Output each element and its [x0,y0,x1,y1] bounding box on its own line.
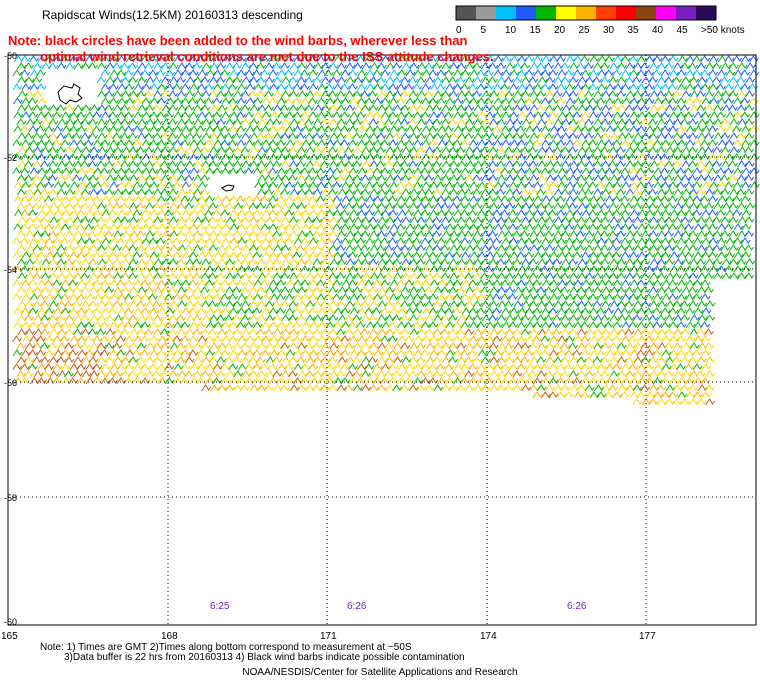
footer-note-line1: Note: 1) Times are GMT 2)Times along bot… [40,642,412,653]
legend-swatch [516,6,536,20]
legend-label: 40 [652,25,664,36]
footer-note-line2: 3)Data buffer is 22 hrs from 20160313 4)… [64,652,465,663]
longitude-label: 171 [320,631,337,642]
legend-swatch [556,6,576,20]
longitude-label: 174 [480,631,497,642]
latitude-label: -52 [4,153,17,163]
legend-swatch [656,6,676,20]
latitude-label: -50 [4,51,17,61]
credit-line: NOAA/NESDIS/Center for Satellite Applica… [242,667,518,678]
legend-swatch [456,6,476,20]
legend-label: 15 [530,25,542,36]
legend-swatch [616,6,636,20]
wind-speed-legend: 0 5 10 15 20 25 30 35 40 45 >50 knots [455,5,745,36]
map-title: Rapidscat Winds(12.5KM) 20160313 descend… [42,8,303,22]
legend-swatch [476,6,496,20]
longitude-label: 177 [639,631,656,642]
legend-label: 20 [554,25,566,36]
legend-label: 25 [579,25,591,36]
legend-label: 45 [677,25,689,36]
legend-label: >50 knots [701,25,745,36]
legend-label: 35 [628,25,640,36]
island-outlines [57,83,235,192]
attitude-note-line1: Note: black circles have been added to t… [8,33,468,48]
legend-label: 10 [505,25,517,36]
map-frame [7,54,757,626]
latitude-label: -54 [4,265,17,275]
legend-swatch [696,6,716,20]
legend-label: 0 [456,25,462,36]
time-label: 6:26 [347,601,367,612]
wind-barb-field [12,55,760,406]
latitude-label: -58 [4,493,17,503]
legend-swatch [636,6,656,20]
legend-swatch [496,6,516,20]
lat-lon-grid [8,55,756,625]
latitude-label: -56 [4,378,17,388]
campbell-island-outline [221,184,235,192]
legend-color-bar [455,5,717,21]
attitude-note-line2: optimal wind retrieval conditions are me… [40,49,494,64]
longitude-label: 165 [1,631,18,642]
legend-label: 30 [603,25,615,36]
time-label: 6:25 [210,601,230,612]
legend-swatch [676,6,696,20]
legend-labels: 0 5 10 15 20 25 30 35 40 45 >50 knots [456,25,745,36]
legend-swatch [576,6,596,20]
axis-labels: -50 -52 -54 -56 -58 -60 165 168 171 174 177 6:25 6:2… [1,51,656,642]
latitude-label: -60 [4,617,17,627]
time-label: 6:26 [567,601,587,612]
legend-label: 5 [481,25,487,36]
legend-box [455,5,717,21]
legend-swatch [536,6,556,20]
auckland-islands-outline [57,83,83,105]
longitude-label: 168 [161,631,178,642]
legend-swatch [596,6,616,20]
